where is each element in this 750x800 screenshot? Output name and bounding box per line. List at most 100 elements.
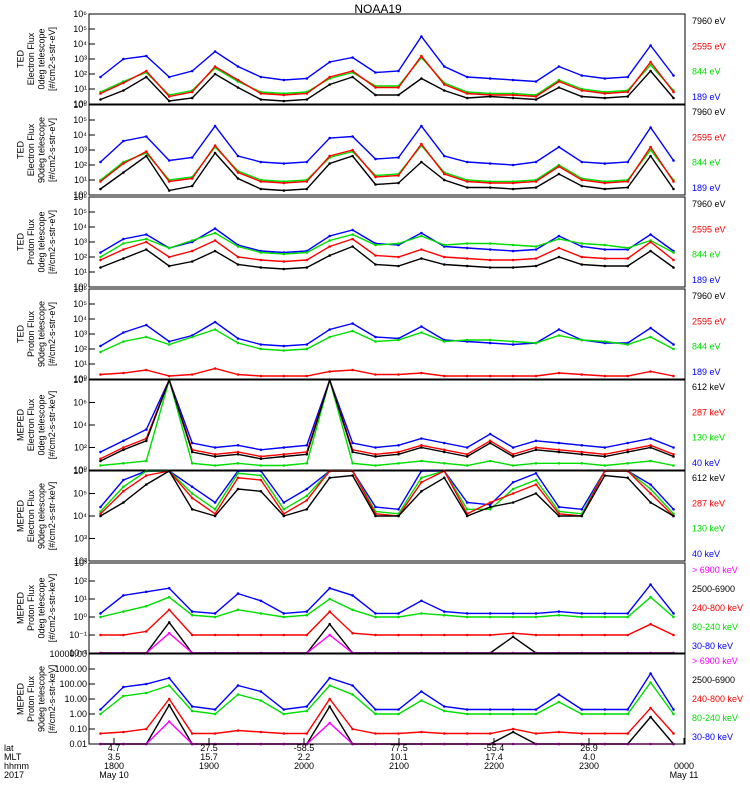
data-point (557, 462, 561, 465)
data-point (282, 612, 286, 615)
data-point (397, 242, 400, 245)
data-point (328, 83, 332, 86)
y-axis-label-line: 90deg telescope (37, 301, 47, 367)
data-point (603, 181, 607, 185)
data-point (99, 258, 102, 262)
x-tick-label: May 11 (670, 770, 699, 780)
data-point (580, 74, 584, 77)
data-point (282, 162, 286, 165)
y-axis-label: TEDProton Flux0deg telescope[#/cm2-s-str… (16, 210, 58, 274)
data-point (557, 633, 561, 637)
data-point (213, 231, 217, 235)
data-point (511, 374, 515, 378)
y-tick-label: 1000.00 (54, 664, 87, 674)
data-point (190, 260, 194, 263)
data-point (580, 178, 584, 182)
data-point (374, 633, 377, 637)
data-point (649, 715, 652, 719)
data-point (488, 258, 492, 262)
data-point (443, 441, 446, 445)
data-point (145, 75, 148, 79)
data-point (649, 706, 652, 710)
data-point (534, 95, 538, 98)
data-point (122, 237, 125, 241)
y-tick-label: 10² (74, 252, 87, 262)
data-point (603, 612, 607, 615)
data-point (557, 441, 561, 445)
data-point (397, 86, 400, 89)
data-point (488, 459, 492, 463)
x-tick-label: 27.5 (200, 743, 218, 753)
data-point (488, 503, 492, 507)
data-point (649, 446, 652, 449)
y-axis-label: MEPEDProton Flux90deg telescope[#/cm2-s-… (16, 665, 58, 734)
data-point (213, 612, 217, 615)
data-point (190, 90, 194, 94)
data-point (282, 464, 286, 467)
y-tick-label: 10² (74, 160, 87, 170)
legend-entry: 2595 eV (692, 132, 726, 142)
data-point (534, 712, 538, 716)
data-point (420, 446, 423, 449)
data-point (282, 374, 286, 378)
data-point (603, 464, 607, 467)
data-point (305, 633, 309, 637)
data-point (351, 233, 354, 236)
y-tick-label: 10¹ (74, 175, 87, 185)
series-line (100, 377, 674, 460)
data-point (213, 615, 217, 619)
series-line (100, 227, 674, 254)
data-point (122, 501, 125, 504)
data-point (190, 239, 194, 242)
data-point (351, 322, 354, 325)
data-point (672, 708, 675, 711)
data-point (443, 448, 446, 452)
data-point (122, 478, 125, 482)
data-point (649, 249, 652, 253)
data-point (420, 490, 423, 493)
data-point (122, 446, 125, 449)
data-point (236, 263, 240, 266)
panel-frame (88, 562, 686, 654)
data-point (145, 237, 148, 241)
data-point (259, 633, 263, 637)
data-point (580, 612, 584, 615)
data-point (122, 340, 125, 343)
data-point (626, 708, 629, 711)
data-point (672, 615, 675, 619)
data-point (534, 439, 538, 443)
data-point (511, 96, 515, 100)
data-point (213, 320, 217, 324)
data-point (374, 373, 377, 376)
data-point (282, 99, 286, 103)
y-axis-label-line: MEPED (16, 683, 26, 716)
data-point (465, 464, 469, 467)
data-point (443, 65, 446, 68)
data-point (145, 590, 148, 594)
data-point (213, 65, 217, 68)
data-point (167, 246, 171, 250)
data-point (99, 266, 102, 269)
x-axis-row-label: hhmm (4, 761, 29, 771)
data-point (190, 705, 194, 708)
data-point (488, 505, 492, 509)
data-point (626, 633, 629, 637)
data-point (167, 595, 171, 599)
legend-entry: 130 keV (692, 433, 725, 443)
data-point (649, 444, 652, 447)
data-point (145, 604, 148, 608)
data-point (603, 264, 607, 268)
data-point (534, 462, 538, 465)
data-point (167, 608, 171, 612)
data-point (465, 257, 469, 260)
data-point (580, 508, 584, 511)
data-point (351, 56, 354, 59)
data-point (236, 78, 240, 82)
data-point (511, 727, 515, 731)
data-point (282, 349, 286, 352)
data-point (488, 95, 492, 98)
legend-entry: 130 keV (692, 524, 725, 534)
data-point (305, 347, 309, 351)
y-axis-label-line: [#/cm2-s-str-keV] (47, 574, 57, 643)
